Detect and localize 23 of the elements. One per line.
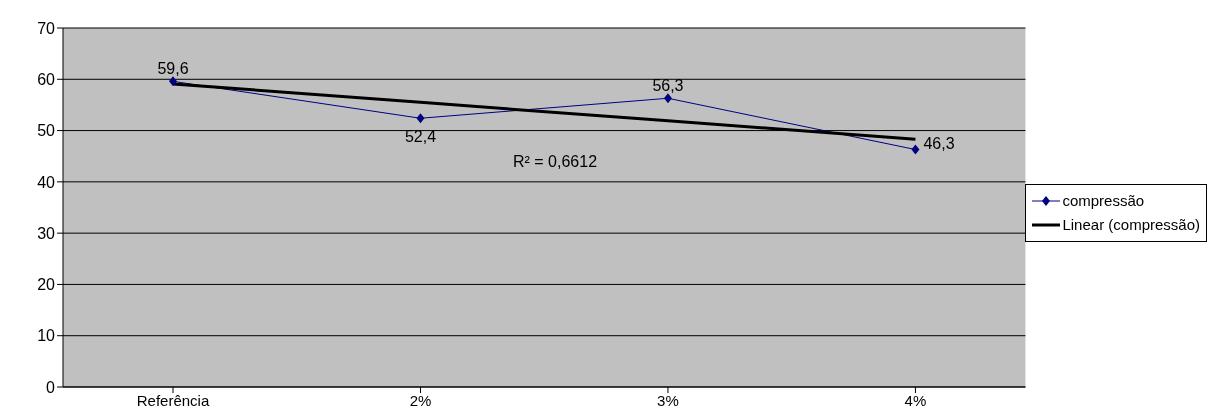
y-tick-label: 10 [37,327,56,345]
x-tick-label: 3% [657,391,679,409]
y-tick-label: 40 [37,173,56,191]
point [169,76,177,87]
y-tick-label: 30 [37,224,56,242]
y-tick-label: 50 [37,122,56,140]
x-tick-label: Referência [136,391,210,409]
data-label: 52,4 [404,128,437,146]
data-label: 46,3 [923,134,955,152]
y-tick-label: 0 [46,378,56,396]
y-tick-label: 60 [37,70,56,88]
data-label: 56,3 [652,77,684,95]
x-tick-label: 4% [904,391,927,409]
point [416,113,425,124]
legend-label: Linear (compressão) [1062,214,1200,235]
annotation: R² = 0,6612 [513,153,598,171]
point [663,93,672,104]
point [911,144,920,155]
data-label: 59,6 [157,60,189,78]
x-tick-label: 2% [409,391,432,409]
y-tick-label: 70 [37,19,56,37]
legend-label: compressão [1062,190,1145,211]
y-tick-label: 20 [37,276,56,294]
